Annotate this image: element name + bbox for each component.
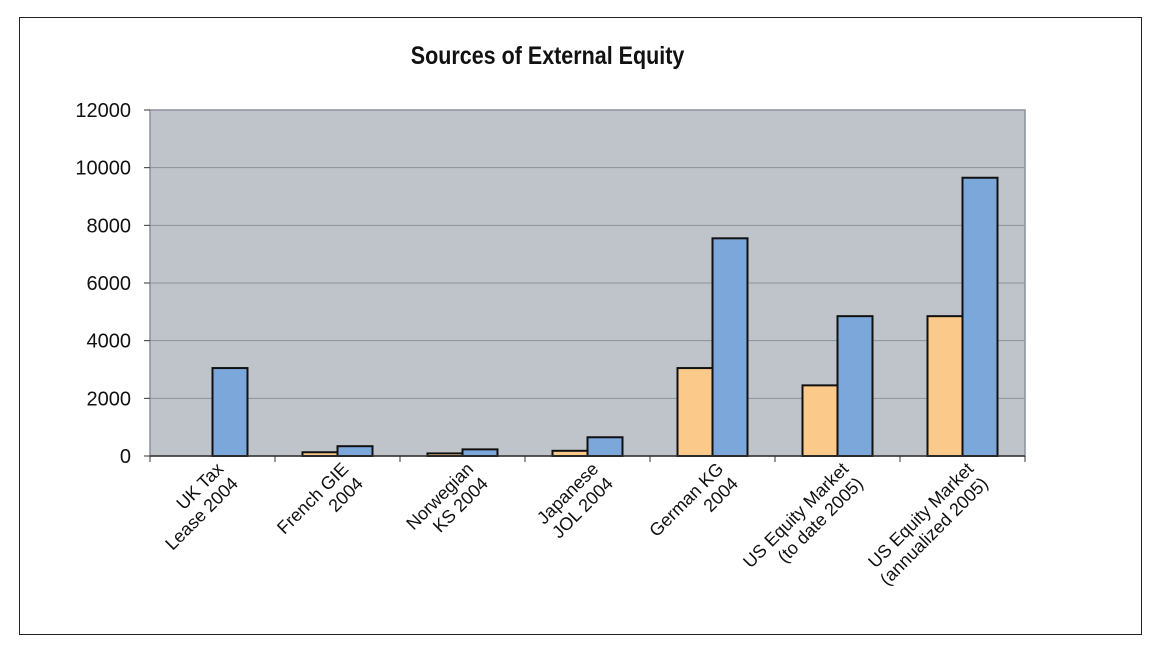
svg-text:German KG2004: German KG2004 bbox=[645, 459, 742, 556]
bar-series-2-6 bbox=[961, 176, 999, 457]
bar-series-2-3 bbox=[586, 436, 624, 457]
svg-text:US Equity Market(to date 2005): US Equity Market(to date 2005) bbox=[739, 459, 867, 587]
bars bbox=[211, 176, 999, 458]
svg-text:UK TaxLease 2004: UK TaxLease 2004 bbox=[147, 459, 242, 554]
bar-series-2-0 bbox=[211, 367, 249, 457]
bar-series-1-6 bbox=[926, 315, 964, 457]
y-tick-label: 0 bbox=[120, 446, 131, 468]
y-tick-label: 12000 bbox=[75, 100, 131, 122]
x-tick-label: German KG2004 bbox=[645, 459, 742, 556]
bar-series-2-2 bbox=[461, 448, 499, 458]
x-tick-label: US Equity Market(annualized 2005) bbox=[861, 459, 992, 590]
svg-text:NorwegianKS 2004: NorwegianKS 2004 bbox=[402, 459, 492, 549]
x-tick-label: French GIE2004 bbox=[273, 459, 367, 553]
x-tick-label: UK TaxLease 2004 bbox=[147, 459, 242, 554]
x-tick-label: JapaneseJOL 2004 bbox=[533, 459, 617, 543]
x-tick-label: US Equity Market(to date 2005) bbox=[739, 459, 867, 587]
y-tick-label: 4000 bbox=[87, 331, 132, 353]
bar-series-2-4 bbox=[711, 237, 749, 457]
y-tick-label: 6000 bbox=[87, 273, 132, 295]
axes bbox=[144, 109, 1026, 462]
bar-series-2-5 bbox=[836, 315, 874, 457]
gridlines bbox=[150, 167, 1025, 399]
chart-title: Sources of External Equity bbox=[410, 42, 685, 70]
x-tick-label: NorwegianKS 2004 bbox=[402, 459, 492, 549]
bar-series-1-3 bbox=[551, 449, 589, 457]
y-tick-label: 10000 bbox=[75, 158, 131, 180]
bar-series-1-4 bbox=[676, 367, 714, 457]
bar-series-1-5 bbox=[801, 384, 839, 458]
svg-text:French GIE2004: French GIE2004 bbox=[273, 459, 367, 553]
svg-text:US Equity Market(annualized 20: US Equity Market(annualized 2005) bbox=[861, 459, 992, 590]
svg-text:JapaneseJOL 2004: JapaneseJOL 2004 bbox=[533, 459, 617, 543]
bar-series-2-1 bbox=[336, 445, 374, 457]
y-tick-label: 2000 bbox=[87, 388, 132, 410]
y-tick-label: 8000 bbox=[87, 215, 132, 237]
